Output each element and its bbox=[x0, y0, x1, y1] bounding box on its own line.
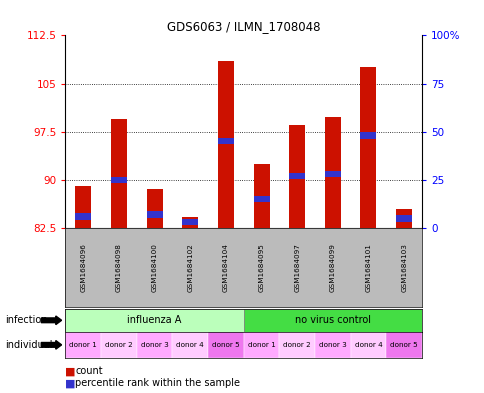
Text: donor 1: donor 1 bbox=[247, 342, 275, 348]
Bar bbox=[253, 196, 269, 202]
Text: GSM1684104: GSM1684104 bbox=[223, 243, 228, 292]
Text: GSM1684096: GSM1684096 bbox=[80, 243, 86, 292]
Bar bbox=[217, 61, 233, 228]
Text: donor 2: donor 2 bbox=[283, 342, 310, 348]
Bar bbox=[111, 176, 127, 183]
Bar bbox=[385, 332, 421, 358]
Bar bbox=[101, 332, 136, 358]
Text: donor 3: donor 3 bbox=[318, 342, 346, 348]
Bar bbox=[324, 117, 340, 228]
Text: donor 4: donor 4 bbox=[354, 342, 381, 348]
Text: GSM1684099: GSM1684099 bbox=[329, 243, 335, 292]
Bar bbox=[208, 332, 243, 358]
Bar bbox=[288, 173, 304, 179]
Bar bbox=[243, 309, 421, 332]
Title: GDS6063 / ILMN_1708048: GDS6063 / ILMN_1708048 bbox=[166, 20, 320, 33]
Bar bbox=[360, 68, 376, 228]
Text: infection: infection bbox=[5, 315, 47, 325]
Text: influenza A: influenza A bbox=[127, 315, 182, 325]
Text: percentile rank within the sample: percentile rank within the sample bbox=[75, 378, 240, 388]
Bar bbox=[324, 171, 340, 177]
Text: no virus control: no virus control bbox=[294, 315, 370, 325]
Text: ■: ■ bbox=[65, 366, 76, 376]
Bar bbox=[136, 332, 172, 358]
Text: GSM1684095: GSM1684095 bbox=[258, 243, 264, 292]
Bar bbox=[243, 332, 279, 358]
Text: donor 4: donor 4 bbox=[176, 342, 204, 348]
Bar bbox=[182, 217, 198, 228]
Text: GSM1684103: GSM1684103 bbox=[400, 243, 406, 292]
Bar bbox=[253, 164, 269, 228]
Bar bbox=[288, 125, 304, 228]
Bar bbox=[395, 215, 411, 222]
Bar bbox=[314, 332, 350, 358]
Text: GSM1684098: GSM1684098 bbox=[116, 243, 121, 292]
Bar bbox=[75, 213, 91, 220]
Bar bbox=[217, 138, 233, 145]
Text: GSM1684101: GSM1684101 bbox=[365, 243, 371, 292]
Bar bbox=[111, 119, 127, 228]
Text: GSM1684097: GSM1684097 bbox=[294, 243, 300, 292]
Bar bbox=[65, 332, 101, 358]
Bar bbox=[75, 186, 91, 228]
Bar bbox=[360, 132, 376, 139]
Text: donor 1: donor 1 bbox=[69, 342, 97, 348]
Bar bbox=[182, 219, 198, 225]
Bar bbox=[172, 332, 208, 358]
Bar bbox=[395, 209, 411, 228]
Text: donor 5: donor 5 bbox=[390, 342, 417, 348]
Text: donor 3: donor 3 bbox=[140, 342, 168, 348]
Text: donor 2: donor 2 bbox=[105, 342, 133, 348]
Text: donor 5: donor 5 bbox=[212, 342, 239, 348]
Bar bbox=[350, 332, 385, 358]
Bar bbox=[279, 332, 314, 358]
Bar bbox=[146, 211, 162, 218]
Bar bbox=[65, 309, 243, 332]
Text: GSM1684100: GSM1684100 bbox=[151, 243, 157, 292]
Text: individual: individual bbox=[5, 340, 52, 350]
Text: ■: ■ bbox=[65, 378, 76, 388]
Text: count: count bbox=[75, 366, 103, 376]
Bar bbox=[146, 189, 162, 228]
Text: GSM1684102: GSM1684102 bbox=[187, 243, 193, 292]
